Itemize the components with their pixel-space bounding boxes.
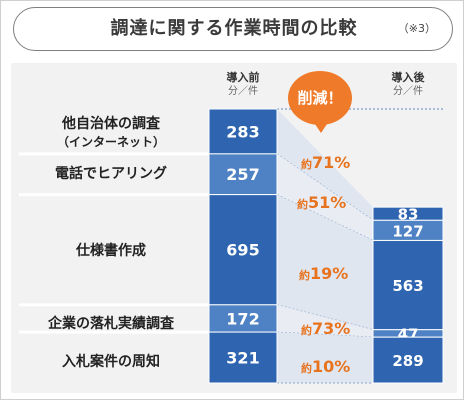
- reduction-value-4: 10%: [312, 357, 351, 376]
- connector-0: [277, 109, 373, 221]
- before-bar-0: [208, 108, 278, 155]
- row-label-3: 企業の落札実績調査: [19, 315, 203, 333]
- reduction-pct-2: 約19%: [299, 264, 348, 283]
- connector-2: [277, 194, 373, 330]
- reduction-pct-0: 約71%: [301, 153, 350, 172]
- row-label-text-0: 他自治体の調査: [62, 116, 160, 132]
- row-label-text-1: 電話でヒアリング: [55, 166, 167, 182]
- before-bar-2: [208, 194, 278, 306]
- before-value-4: 321: [226, 349, 259, 368]
- before-value-2: 695: [226, 241, 259, 260]
- chart-title: 調達に関する作業時間の比較: [110, 18, 358, 39]
- reduction-value-1: 51%: [308, 193, 347, 212]
- reduction-badge: [288, 71, 352, 125]
- row-label-2: 仕様書作成: [19, 242, 203, 260]
- after-value-2: 563: [392, 277, 423, 295]
- reduction-value-2: 19%: [310, 264, 349, 283]
- row-label-1: 電話でヒアリング: [19, 165, 203, 183]
- row-sublabel-0: （インターネット）: [56, 135, 165, 149]
- after-value-1: 127: [392, 222, 423, 240]
- after-bar-4: [372, 336, 444, 384]
- before-value-3: 172: [226, 309, 259, 328]
- before-column-unit: 分／件: [228, 86, 258, 97]
- reduction-pct-1: 約51%: [297, 193, 346, 212]
- before-column-label: 導入前: [226, 71, 260, 84]
- reduction-prefix-0: 約: [301, 158, 312, 171]
- footnote-marker: （※3）: [397, 22, 436, 35]
- before-bar-4: [208, 331, 278, 384]
- after-column-header: 導入後 分／件: [373, 71, 443, 99]
- row-label-text-3: 企業の落札実績調査: [48, 316, 174, 332]
- reduction-prefix-1: 約: [297, 198, 308, 211]
- reduction-pct-3: 約73%: [301, 319, 350, 338]
- reduction-prefix-2: 約: [299, 269, 310, 282]
- reduction-value-0: 71%: [312, 153, 351, 172]
- after-column-label: 導入後: [391, 71, 425, 84]
- title-pill: 調達に関する作業時間の比較 （※3）: [13, 7, 453, 51]
- after-bar-2: [372, 239, 444, 331]
- after-value-0: 83: [398, 206, 419, 224]
- after-column-unit: 分／件: [393, 86, 423, 97]
- reduction-badge-text: 削減！: [297, 89, 343, 107]
- connector-4: [277, 332, 373, 383]
- before-bar-3: [208, 304, 278, 333]
- before-value-1: 257: [226, 165, 259, 184]
- row-label-4: 入札案件の周知: [19, 353, 203, 371]
- reduction-prefix-4: 約: [301, 362, 312, 375]
- row-label-0: 他自治体の調査 （インターネット）: [19, 115, 203, 151]
- connector-1: [277, 153, 373, 241]
- reduction-value-3: 73%: [312, 319, 351, 338]
- before-column-header: 導入前 分／件: [209, 71, 277, 99]
- before-value-0: 283: [226, 122, 259, 141]
- reduction-prefix-3: 約: [301, 324, 312, 337]
- reduction-pct-4: 約10%: [301, 357, 350, 376]
- row-label-text-4: 入札案件の周知: [62, 354, 160, 370]
- connector-3: [277, 304, 373, 338]
- after-value-4: 289: [392, 352, 423, 370]
- row-label-text-2: 仕様書作成: [76, 243, 146, 259]
